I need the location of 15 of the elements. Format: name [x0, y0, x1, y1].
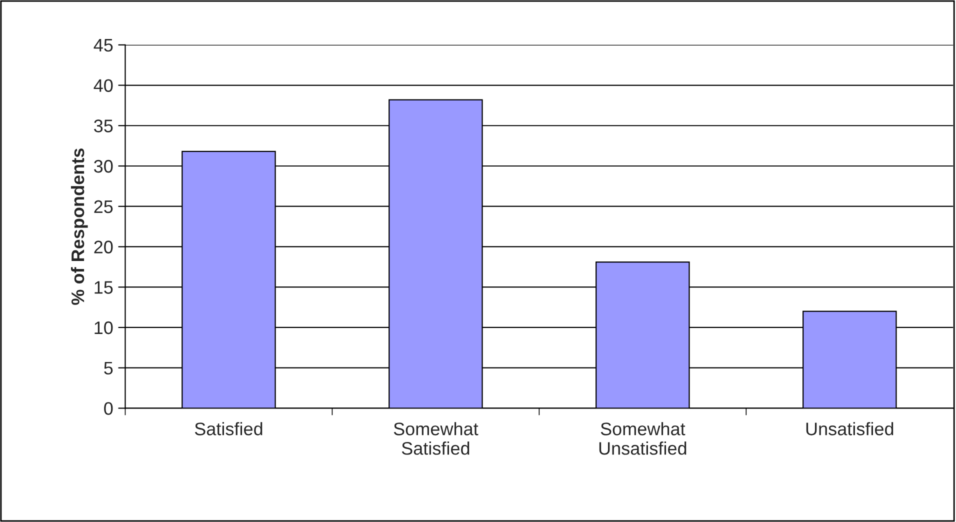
x-tick-label: Somewhat Satisfied	[394, 422, 478, 455]
y-tick-label: 0	[104, 402, 113, 415]
y-tick-label: 35	[94, 120, 113, 132]
y-tick-label: 15	[94, 281, 113, 294]
x-tick-label: Somewhat Unsatisfied	[599, 422, 686, 455]
y-tick-label: 5	[104, 362, 113, 375]
y-axis-title: % of Respondents	[70, 148, 88, 305]
y-tick-label: 10	[94, 321, 113, 334]
y-tick-label: 40	[94, 79, 113, 92]
y-tick-label: 20	[94, 240, 113, 254]
y-tick-label: 30	[94, 160, 113, 173]
y-tick-label: 45	[94, 39, 113, 52]
x-tick-label: Unsatisfied	[806, 422, 894, 436]
y-tick-label: 25	[94, 200, 113, 214]
x-tick-label: Satisfied	[194, 422, 262, 436]
